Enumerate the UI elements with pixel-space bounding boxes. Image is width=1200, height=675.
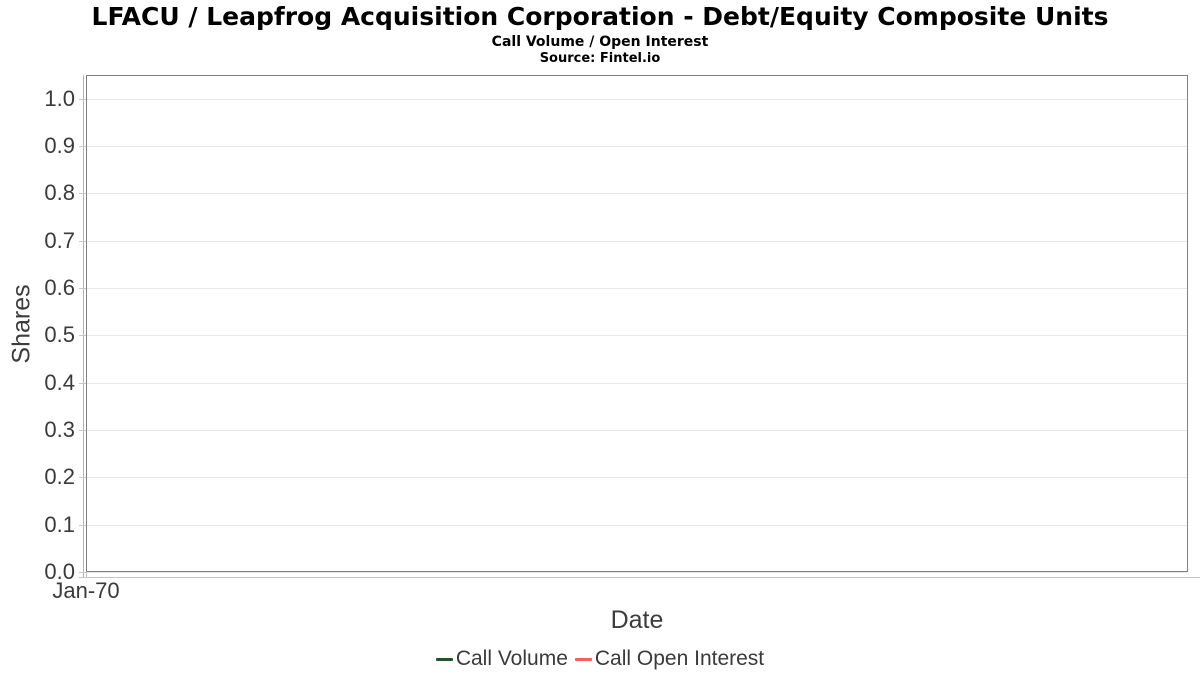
y-gridline	[87, 477, 1187, 479]
y-tick-mark	[79, 524, 86, 526]
legend-item: Call Volume	[435, 647, 568, 671]
x-axis-title: Date	[610, 606, 664, 634]
y-tick-label: 0.8	[44, 180, 75, 206]
legend: Call Volume Call Open Interest	[0, 645, 1200, 673]
y-tick-mark	[79, 477, 86, 479]
y-tick-mark	[79, 382, 86, 384]
y-tick-label: 0.9	[44, 133, 75, 158]
y-tick-label: 0.0	[44, 559, 75, 584]
chart-source: Source: Fintel.io	[539, 51, 661, 66]
legend-item: Call Open Interest	[574, 647, 765, 671]
legend-label: Call Open Interest	[594, 647, 765, 670]
y-tick-label: 0.2	[44, 464, 75, 490]
chart-title: LFACU / Leapfrog Acquisition Corporation…	[91, 2, 1109, 31]
x-tick-label: Jan-70	[52, 578, 120, 603]
y-gridline	[87, 382, 1187, 384]
y-tick-label: 0.1	[44, 511, 75, 537]
y-gridline	[87, 572, 1187, 573]
y-tick-mark	[79, 146, 86, 147]
y-tick-mark	[79, 335, 86, 337]
y-gridline	[87, 240, 1187, 242]
x-axis-line	[79, 577, 1200, 578]
y-gridline	[87, 288, 1187, 289]
y-tick-mark	[79, 98, 86, 100]
chart-subtitle: Call Volume / Open Interest	[491, 34, 709, 50]
legend-label: Call Volume	[455, 647, 568, 670]
y-gridline	[87, 193, 1187, 195]
y-gridline	[87, 98, 1187, 100]
y-tick-label: 0.6	[44, 275, 75, 300]
y-tick-mark	[79, 240, 86, 242]
y-axis-line	[83, 75, 84, 577]
y-tick-mark	[79, 430, 86, 431]
x-tick-mark	[86, 572, 87, 578]
y-gridline	[87, 146, 1187, 147]
y-tick-label: 0.4	[44, 369, 75, 395]
y-tick-label: 0.5	[44, 322, 75, 348]
y-tick-label: 0.7	[44, 227, 75, 253]
y-gridline	[87, 430, 1187, 431]
y-gridline	[87, 524, 1187, 526]
legend-line-marker	[435, 657, 453, 661]
y-tick-mark	[79, 193, 86, 195]
y-tick-label: 0.3	[44, 417, 75, 442]
y-tick-mark	[79, 572, 86, 573]
y-gridline	[87, 335, 1187, 337]
y-tick-mark	[79, 288, 86, 289]
plot-area	[86, 75, 1188, 573]
legend-line-marker	[574, 657, 592, 661]
y-tick-label: 1.0	[44, 85, 75, 111]
